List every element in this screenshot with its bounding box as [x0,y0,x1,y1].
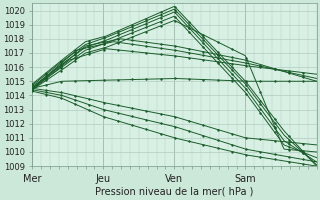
X-axis label: Pression niveau de la mer( hPa ): Pression niveau de la mer( hPa ) [95,187,253,197]
